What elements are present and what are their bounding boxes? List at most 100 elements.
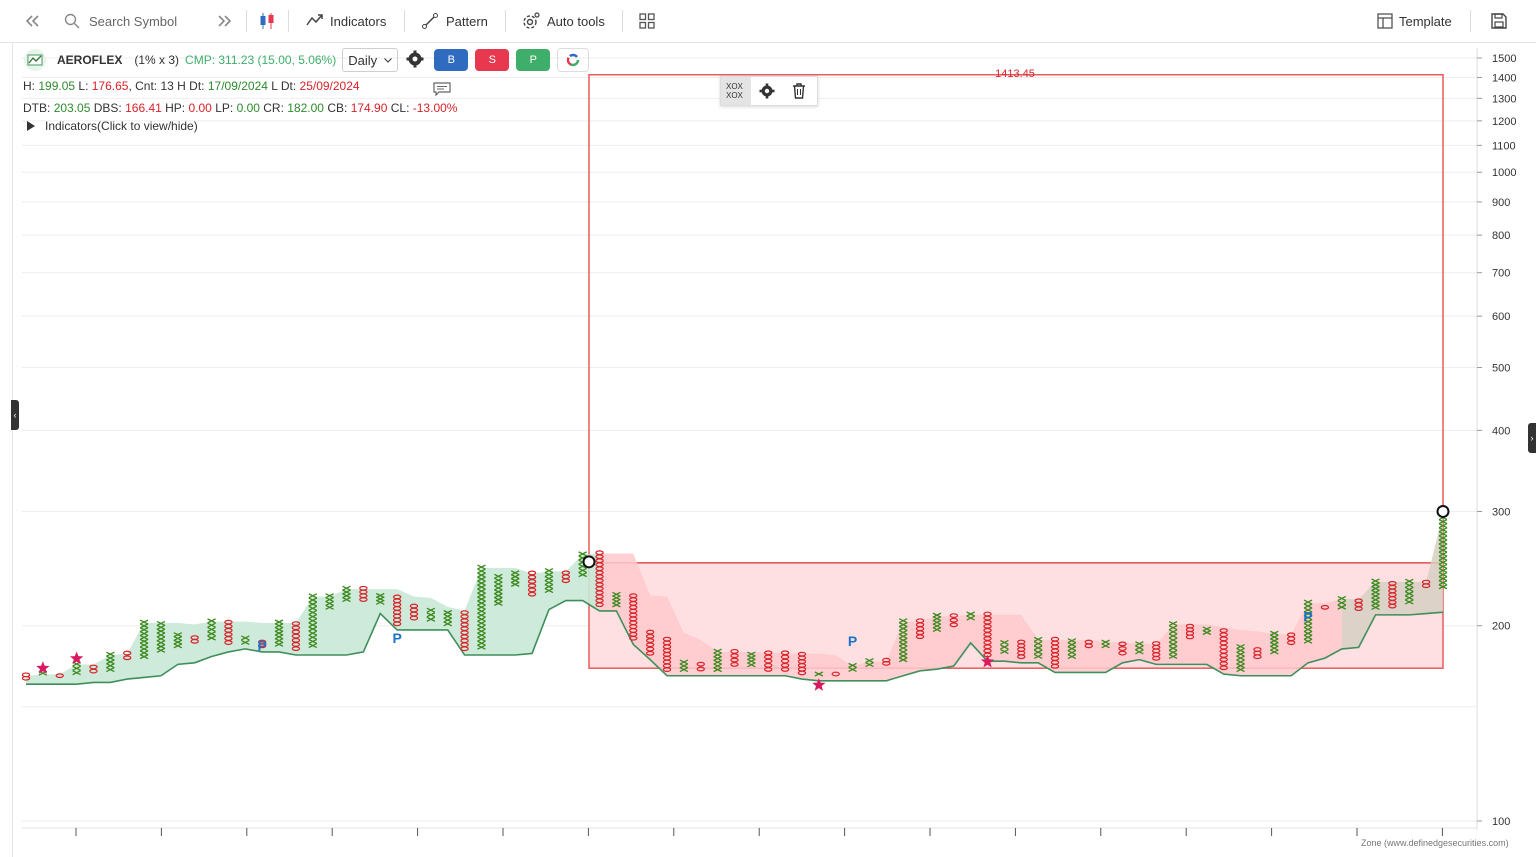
x-mark [1270, 630, 1279, 636]
indicators-button[interactable]: Indicators [306, 0, 386, 42]
save-icon[interactable] [1490, 0, 1508, 42]
x-mark [578, 567, 587, 574]
x-mark [1337, 604, 1347, 610]
x-mark [139, 654, 149, 660]
o-column [21, 672, 31, 681]
p-pattern-label: P [392, 630, 401, 646]
x-mark [325, 593, 334, 599]
x-mark [1236, 655, 1245, 661]
pattern-button[interactable]: Pattern [422, 0, 488, 42]
o-column [915, 618, 925, 640]
drawing-settings-icon[interactable] [751, 77, 783, 105]
box-setting: (1% x 3) [134, 53, 180, 67]
x-mark [932, 616, 942, 622]
p-button[interactable]: P [516, 49, 551, 71]
search-input[interactable]: Search Symbol [89, 13, 178, 29]
x-mark [494, 577, 503, 583]
o-mark [527, 583, 537, 589]
color-ring-button[interactable] [557, 48, 590, 72]
indicators-toggle[interactable]: Indicators(Click to view/hide) [26, 119, 198, 133]
x-column [612, 591, 621, 608]
o-column [949, 613, 958, 628]
pnf-tool-icon[interactable]: XOX XOX [721, 77, 751, 105]
star-marker [980, 654, 995, 668]
x-mark [544, 571, 554, 578]
x-mark [966, 611, 975, 617]
x-column [207, 618, 216, 641]
settings-gear-icon[interactable] [406, 50, 424, 71]
x-column [1168, 620, 1178, 660]
price-tick-label: 1000 [1492, 167, 1516, 179]
x-column [1202, 626, 1212, 636]
x-mark [477, 580, 486, 586]
x-mark [325, 604, 334, 610]
x-mark [308, 605, 318, 611]
x-column [375, 592, 385, 605]
x-mark [1202, 626, 1212, 632]
o-mark [1118, 650, 1127, 656]
x-column [679, 659, 689, 673]
x-mark [477, 584, 486, 590]
x-mark [1168, 637, 1178, 643]
auto-tools-button[interactable]: Auto tools [522, 0, 605, 42]
candlestick-icon[interactable] [258, 0, 276, 42]
x-mark [207, 622, 216, 628]
x-mark [713, 652, 722, 658]
pattern-icon [422, 13, 438, 29]
delete-drawing-icon[interactable] [783, 77, 815, 105]
x-mark [848, 662, 857, 668]
template-button[interactable]: Template [1377, 0, 1452, 42]
x-mark [898, 641, 908, 647]
x-mark [139, 642, 149, 648]
o-column [561, 570, 571, 584]
x-mark [477, 600, 486, 606]
layout-grid-icon[interactable] [639, 0, 655, 42]
x-mark [1135, 641, 1144, 647]
buy-button[interactable]: B [434, 49, 469, 71]
x-mark [1438, 576, 1448, 582]
x-mark [156, 647, 166, 653]
right-panel-toggle[interactable]: › [1528, 423, 1536, 453]
x-mark [578, 551, 587, 557]
collapse-left-icon[interactable] [24, 0, 42, 42]
x-mark [325, 597, 334, 603]
o-column [983, 611, 992, 658]
o-column [1388, 580, 1397, 609]
sell-button[interactable]: S [475, 49, 510, 71]
x-mark [477, 564, 486, 570]
x-mark [477, 640, 486, 646]
left-panel-toggle[interactable]: ‹ [11, 400, 19, 430]
comment-icon[interactable] [433, 82, 451, 101]
x-mark [1033, 649, 1043, 655]
price-tick-label: 100 [1492, 816, 1510, 828]
o-mark [55, 673, 64, 679]
o-mark [1017, 654, 1026, 660]
o-mark [1219, 665, 1228, 671]
x-mark [898, 629, 908, 636]
x-mark [1438, 555, 1448, 561]
price-tick-label: 400 [1492, 425, 1510, 437]
x-column [814, 671, 824, 677]
x-mark [106, 663, 115, 669]
x-mark [207, 618, 216, 624]
timeframe-select[interactable]: Daily [342, 48, 399, 72]
x-mark [1371, 589, 1380, 595]
x-mark [510, 574, 520, 580]
x-mark [1168, 653, 1178, 660]
cmp-value: CMP: 311.23 (15.00, 5.06%) [185, 53, 337, 67]
x-mark [375, 596, 385, 602]
o-column [882, 657, 891, 666]
x-mark [443, 621, 453, 627]
expand-right-icon[interactable] [215, 0, 233, 42]
x-mark [1236, 647, 1245, 653]
x-mark [1438, 547, 1448, 553]
x-mark [1067, 638, 1077, 644]
x-mark [1033, 645, 1043, 651]
x-mark [865, 661, 874, 668]
x-column [426, 607, 436, 622]
search-box[interactable]: Search Symbol [64, 0, 177, 42]
o-column [797, 651, 807, 676]
x-mark [274, 626, 284, 633]
x-column [1000, 639, 1009, 655]
